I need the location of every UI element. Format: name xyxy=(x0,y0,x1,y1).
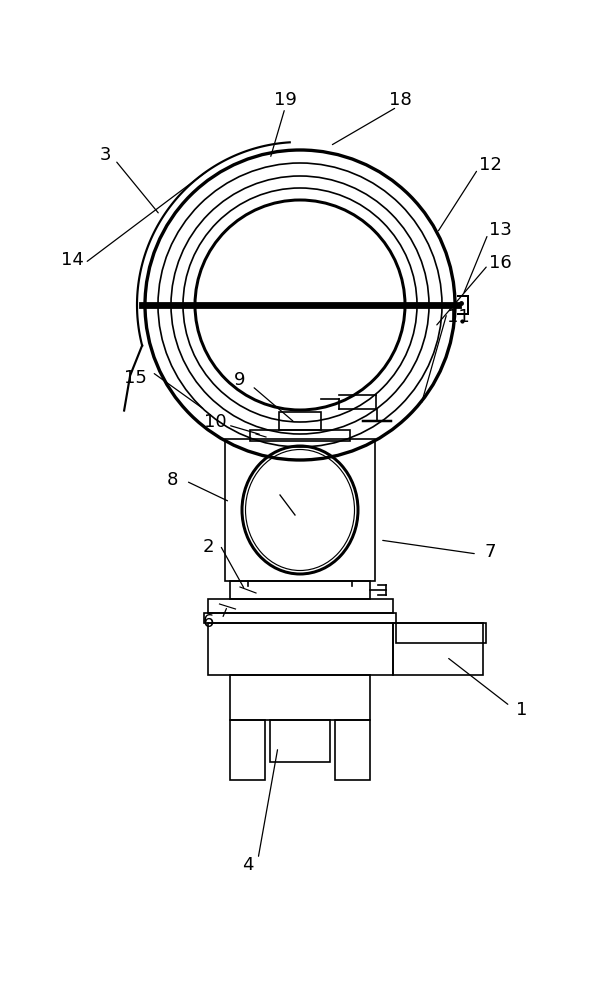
Bar xyxy=(279,412,321,430)
Bar xyxy=(230,720,265,780)
Text: 16: 16 xyxy=(489,254,511,272)
Text: 15: 15 xyxy=(123,369,147,387)
Bar xyxy=(207,599,393,613)
Text: 19: 19 xyxy=(274,91,297,109)
Bar xyxy=(225,439,375,581)
Bar xyxy=(396,623,486,643)
Bar xyxy=(207,623,393,675)
Text: 10: 10 xyxy=(204,413,226,431)
Text: 14: 14 xyxy=(61,251,83,269)
Bar xyxy=(270,720,330,762)
Text: 18: 18 xyxy=(389,91,412,109)
Bar xyxy=(230,581,370,599)
Bar xyxy=(335,720,370,780)
Text: 12: 12 xyxy=(478,156,502,174)
Text: 3: 3 xyxy=(99,146,111,164)
Text: 1: 1 xyxy=(516,701,528,719)
Text: 13: 13 xyxy=(489,221,511,239)
Bar xyxy=(393,623,483,675)
Text: 2: 2 xyxy=(202,538,214,556)
Bar xyxy=(250,430,350,441)
Text: 9: 9 xyxy=(234,371,246,389)
Text: 7: 7 xyxy=(484,543,496,561)
Text: 4: 4 xyxy=(242,856,254,874)
Text: 8: 8 xyxy=(167,471,178,489)
Bar xyxy=(230,675,370,720)
Text: 11: 11 xyxy=(447,308,469,326)
Bar xyxy=(204,613,396,623)
Text: 6: 6 xyxy=(202,613,213,631)
